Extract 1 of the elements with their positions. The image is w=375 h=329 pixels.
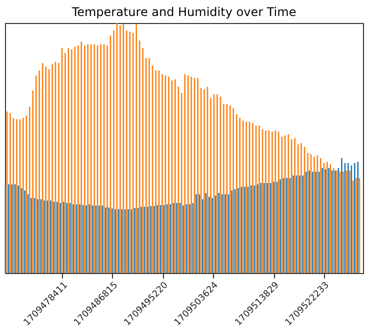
chart-title: Temperature and Humidity over Time	[70, 5, 296, 19]
